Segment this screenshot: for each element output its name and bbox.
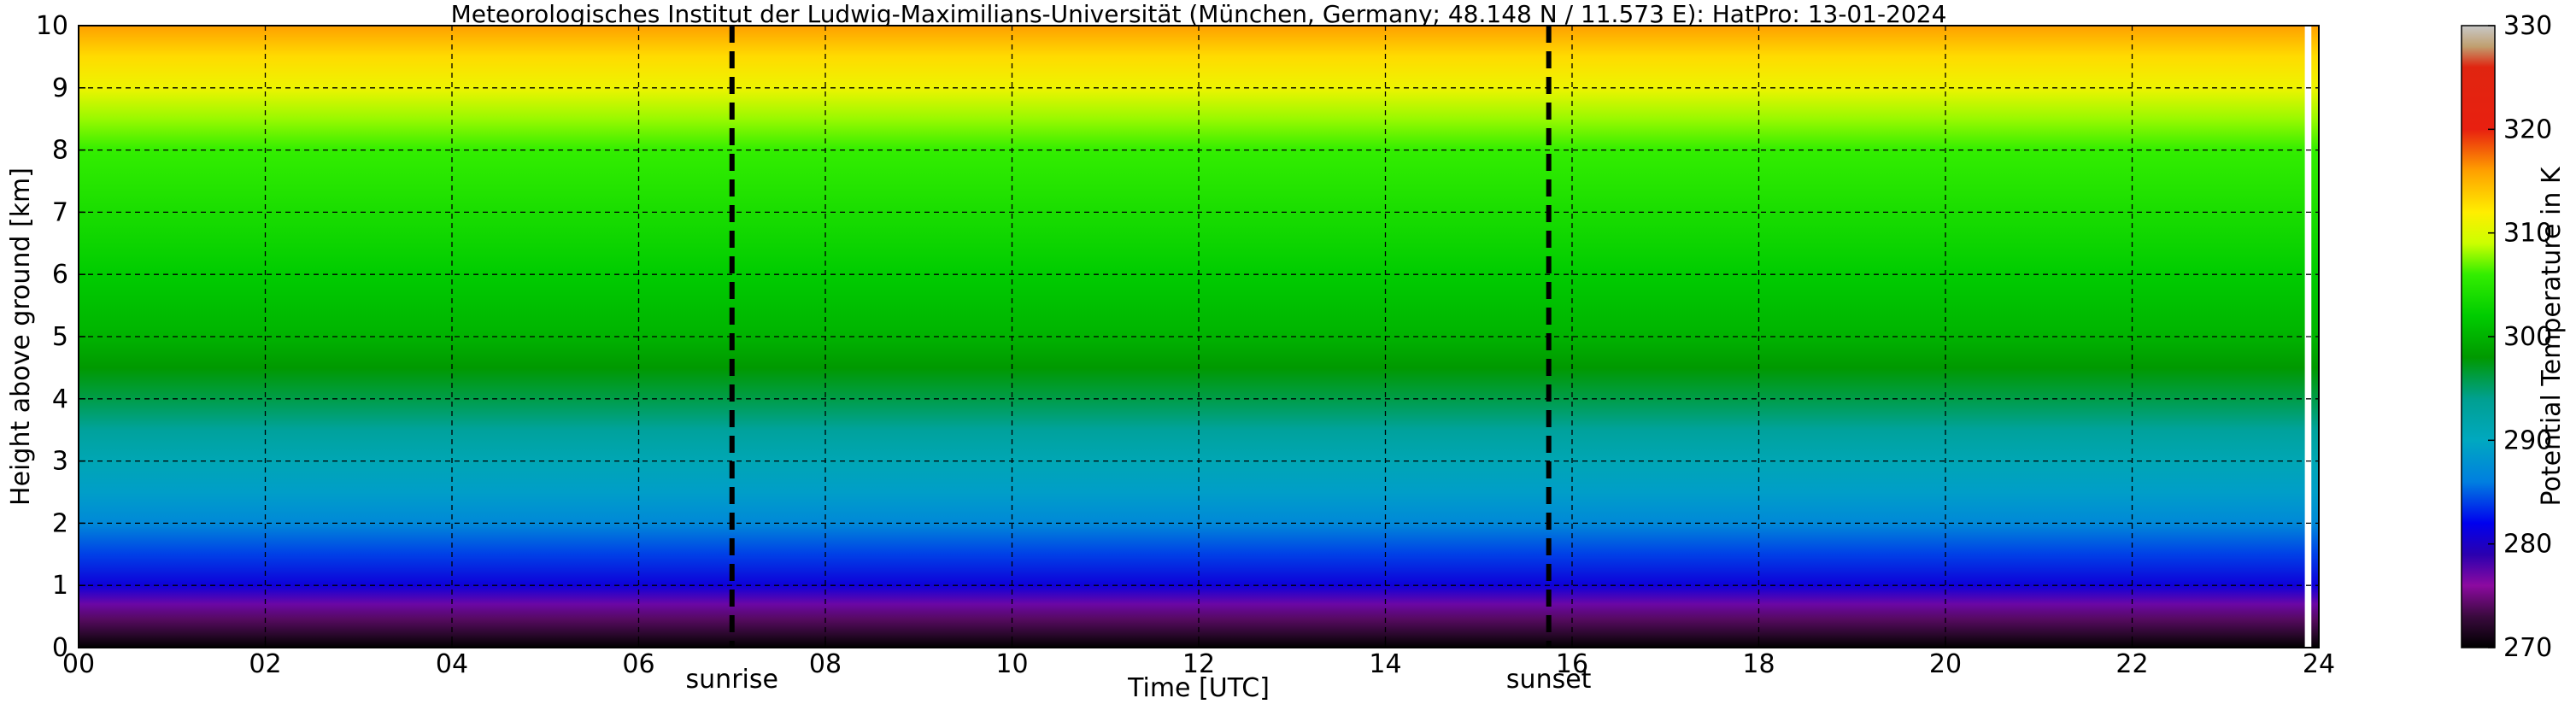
y-tick-label: 1 — [52, 571, 68, 601]
x-axis-ticks: 00 02 04 06 08 10 12 14 16 18 20 22 24 — [62, 641, 2335, 679]
x-tick-label: 04 — [436, 649, 468, 679]
x-tick-label: 12 — [1182, 649, 1215, 679]
colorbar-tick-label: 300 — [2503, 322, 2552, 352]
x-axis-title: Time [UTC] — [1127, 673, 1270, 703]
colorbar-tick-label: 310 — [2503, 219, 2552, 249]
sunset-label: sunset — [1506, 665, 1592, 695]
grid-lines — [79, 26, 2319, 648]
x-tick-label: 24 — [2303, 649, 2335, 679]
y-tick-label: 9 — [52, 73, 68, 103]
y-tick-label: 10 — [36, 11, 68, 41]
colorbar-tick-label: 330 — [2503, 11, 2552, 41]
y-tick-label: 5 — [52, 322, 68, 352]
y-tick-label: 3 — [52, 447, 68, 477]
x-tick-label: 08 — [809, 649, 842, 679]
x-tick-label: 16 — [1556, 649, 1588, 679]
x-tick-label: 06 — [622, 649, 654, 679]
chart-title: Meteorologisches Institut der Ludwig-Max… — [451, 0, 1947, 28]
y-axis-title: Height above ground [km] — [6, 167, 36, 506]
sun-markers: sunrise sunset — [686, 26, 1592, 695]
colorbar-tick-label: 320 — [2503, 114, 2552, 144]
x-tick-label: 14 — [1369, 649, 1401, 679]
x-tick-label: 18 — [1742, 649, 1775, 679]
colorbar-tick-label: 290 — [2503, 425, 2552, 455]
y-axis-ticks: 0 1 2 3 4 5 6 7 8 9 10 — [36, 11, 85, 663]
colorbar-title: Potential Temperature in K — [2537, 166, 2567, 506]
y-tick-label: 4 — [52, 384, 68, 414]
y-tick-label: 6 — [52, 260, 68, 290]
x-tick-label: 00 — [62, 649, 95, 679]
x-tick-label: 02 — [249, 649, 281, 679]
colorbar-ticks: 270 280 290 300 310 320 330 — [2488, 11, 2552, 663]
y-tick-label: 7 — [52, 197, 68, 227]
y-tick-label: 2 — [52, 508, 68, 538]
x-tick-label: 20 — [1929, 649, 1962, 679]
y-tick-label: 0 — [52, 633, 68, 663]
colorbar-tick-label: 280 — [2503, 530, 2552, 560]
colorbar-tick-label: 270 — [2503, 633, 2552, 663]
x-tick-label: 10 — [995, 649, 1028, 679]
sunrise-label: sunrise — [686, 665, 778, 695]
x-tick-label: 22 — [2115, 649, 2148, 679]
y-tick-label: 8 — [52, 136, 68, 166]
